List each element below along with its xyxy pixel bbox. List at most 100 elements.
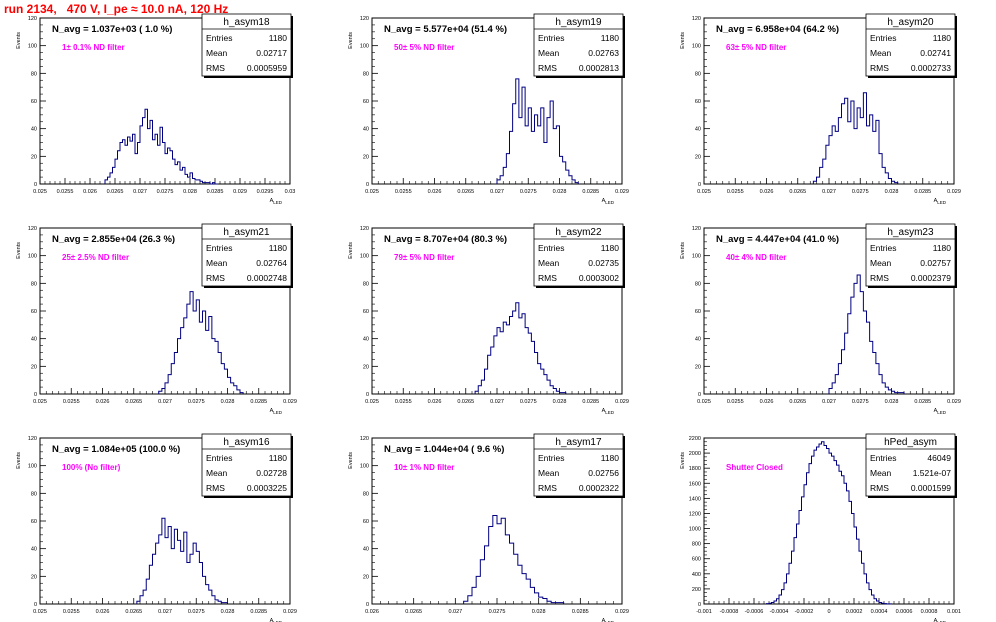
stats-value: 0.0002379 — [911, 273, 951, 283]
y-tick-label: 120 — [360, 16, 369, 22]
y-tick-label: 20 — [363, 364, 369, 370]
x-axis-label: ALED — [602, 618, 615, 622]
histogram-name: h_asym19 — [555, 17, 602, 28]
stats-key: Mean — [206, 468, 228, 478]
y-tick-label: 1800 — [689, 466, 701, 472]
x-tick-label: -0.001 — [696, 609, 712, 615]
y-tick-label: 80 — [363, 281, 369, 287]
stats-key: RMS — [206, 483, 225, 493]
y-tick-label: 100 — [360, 44, 369, 50]
x-tick-label: 0.025 — [365, 399, 379, 405]
stats-value: 0.02764 — [256, 258, 287, 268]
x-tick-label: 0.0265 — [405, 609, 422, 615]
y-axis-label: Events — [348, 32, 354, 49]
filter-annotation: 10± 1% ND filter — [394, 463, 454, 472]
x-tick-label: 0.0004 — [871, 609, 888, 615]
y-axis-label: Events — [680, 32, 686, 49]
x-tick-label: 0.0275 — [520, 189, 537, 195]
x-tick-label: 0.0265 — [789, 399, 806, 405]
stats-key: Mean — [538, 48, 560, 58]
x-tick-label: 0.027 — [448, 609, 462, 615]
y-tick-label: 20 — [31, 364, 37, 370]
stats-key: Mean — [870, 48, 892, 58]
x-tick-label: 0.0006 — [896, 609, 913, 615]
y-axis-label: Events — [16, 32, 22, 49]
x-tick-label: 0.0265 — [125, 609, 142, 615]
x-tick-label: 0.0285 — [914, 189, 931, 195]
x-tick-label: 0.0285 — [250, 609, 267, 615]
stats-value: 0.02735 — [588, 258, 619, 268]
stats-key: Mean — [206, 48, 228, 58]
histogram-panel: 0 20 40 60 80 100 120 0.025 0.0255 0.026 0.0265 0.0… — [348, 13, 629, 205]
y-tick-label: 120 — [360, 436, 369, 442]
histogram-line — [474, 302, 567, 394]
x-tick-label: 0.027 — [158, 609, 172, 615]
y-tick-label: 120 — [28, 16, 37, 22]
navg-label: N_avg = 6.958e+04 (64.2 %) — [716, 24, 839, 35]
y-tick-label: 0 — [366, 182, 369, 188]
stats-value: 1180 — [269, 33, 288, 43]
y-axis-label: Events — [16, 452, 22, 469]
stats-key: Entries — [870, 243, 896, 253]
histogram-line — [158, 291, 244, 394]
stats-value: 0.02717 — [256, 48, 287, 58]
x-tick-label: 0.0008 — [921, 609, 938, 615]
stats-key: Entries — [538, 453, 564, 463]
filter-annotation: 100% (No filter) — [62, 463, 121, 472]
y-tick-label: 2000 — [689, 451, 701, 457]
stats-value: 0.02741 — [920, 48, 951, 58]
stats-key: Entries — [206, 33, 232, 43]
filter-annotation: 63± 5% ND filter — [726, 43, 786, 52]
x-tick-label: 0.028 — [221, 399, 235, 405]
x-tick-label: 0.028 — [553, 189, 567, 195]
filter-annotation: Shutter Closed — [726, 463, 783, 472]
stats-value: 0.02757 — [920, 258, 951, 268]
stats-value: 0.0002813 — [579, 63, 619, 73]
x-tick-label: 0.0265 — [457, 399, 474, 405]
histogram-panel: 0 200 400 600 800 1000 1200 1400 1600 1800 2000 220… — [680, 433, 961, 622]
y-tick-label: 100 — [692, 44, 701, 50]
stats-value: 0.02763 — [588, 48, 619, 58]
stats-key: Mean — [870, 258, 892, 268]
y-tick-label: 400 — [692, 572, 701, 578]
y-tick-label: 40 — [695, 127, 701, 133]
stats-box-bg — [533, 223, 624, 287]
histogram-name: h_asym22 — [555, 227, 602, 238]
x-tick-label: 0.0255 — [727, 399, 744, 405]
x-tick-label: 0.029 — [615, 609, 629, 615]
y-tick-label: 100 — [28, 44, 37, 50]
x-tick-label: 0.0275 — [852, 399, 869, 405]
y-tick-label: 40 — [31, 127, 37, 133]
histogram-line — [766, 441, 892, 605]
y-tick-label: 0 — [34, 392, 37, 398]
filter-annotation: 1± 0.1% ND filter — [62, 43, 125, 52]
y-tick-label: 80 — [363, 491, 369, 497]
stats-key: RMS — [870, 483, 889, 493]
y-tick-label: 0 — [366, 392, 369, 398]
x-tick-label: 0.0285 — [914, 399, 931, 405]
filter-annotation: 25± 2.5% ND filter — [62, 253, 129, 262]
y-tick-label: 0 — [698, 602, 701, 608]
x-tick-label: 0.029 — [283, 609, 297, 615]
y-tick-label: 20 — [695, 364, 701, 370]
histogram-name: h_asym17 — [555, 437, 602, 448]
x-axis-label: ALED — [270, 618, 283, 622]
stats-key: Mean — [538, 468, 560, 478]
x-tick-label: 0.029 — [947, 399, 961, 405]
x-tick-label: 0.0295 — [257, 189, 274, 195]
x-tick-label: -0.0004 — [770, 609, 789, 615]
x-tick-label: 0.025 — [365, 189, 379, 195]
histogram-name: h_asym18 — [223, 17, 270, 28]
x-tick-label: 0.027 — [133, 189, 147, 195]
y-tick-label: 1400 — [689, 496, 701, 502]
stats-value: 1180 — [601, 243, 620, 253]
stats-key: RMS — [870, 273, 889, 283]
histogram-name: h_asym20 — [887, 17, 934, 28]
x-tick-label: 0.0275 — [852, 189, 869, 195]
y-tick-label: 600 — [692, 557, 701, 563]
stats-key: RMS — [206, 273, 225, 283]
stats-value: 1180 — [601, 33, 620, 43]
stats-key: Mean — [206, 258, 228, 268]
x-axis-label: ALED — [602, 408, 615, 415]
navg-label: N_avg = 4.447e+04 (41.0 %) — [716, 234, 839, 245]
